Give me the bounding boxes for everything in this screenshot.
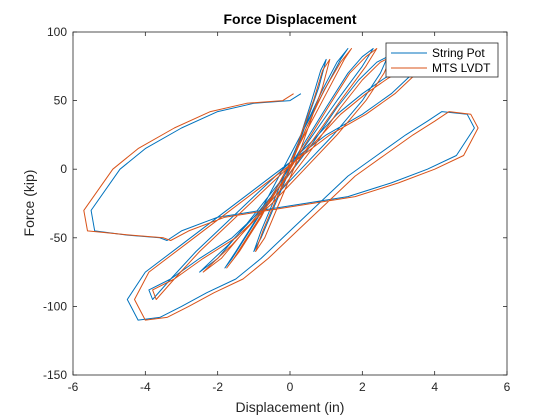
- x-tick-label: -2: [212, 380, 223, 394]
- legend-label-string-pot: String Pot: [432, 46, 485, 60]
- legend-label-mts-lvdt: MTS LVDT: [432, 61, 491, 75]
- legend-box: [385, 42, 499, 78]
- x-tick-label: 0: [287, 380, 294, 394]
- y-tick-label: -150: [43, 368, 67, 382]
- x-tick-label: -4: [140, 380, 151, 394]
- x-tick-label: 2: [359, 380, 366, 394]
- plot-area: [73, 32, 507, 375]
- x-axis: -6 -4 -2 0 2 4 6: [68, 32, 511, 394]
- chart-title: Force Displacement: [223, 11, 356, 27]
- series-line-mts-lvdt: [83, 48, 479, 321]
- y-tick-label: -100: [43, 299, 67, 313]
- series-layer: [83, 48, 479, 321]
- x-tick-label: 4: [431, 380, 438, 394]
- x-axis-label: Displacement (in): [236, 399, 345, 415]
- x-tick-label: 6: [504, 380, 511, 394]
- y-axis: -150 -100 -50 0 50 100: [43, 25, 507, 382]
- y-axis-label: Force (kip): [21, 170, 37, 237]
- y-tick-label: 0: [60, 162, 67, 176]
- y-tick-label: 100: [47, 25, 67, 39]
- y-tick-label: 50: [54, 94, 68, 108]
- y-tick-label: -50: [50, 231, 68, 245]
- legend: String Pot MTS LVDT: [385, 42, 499, 78]
- x-tick-label: -6: [68, 380, 79, 394]
